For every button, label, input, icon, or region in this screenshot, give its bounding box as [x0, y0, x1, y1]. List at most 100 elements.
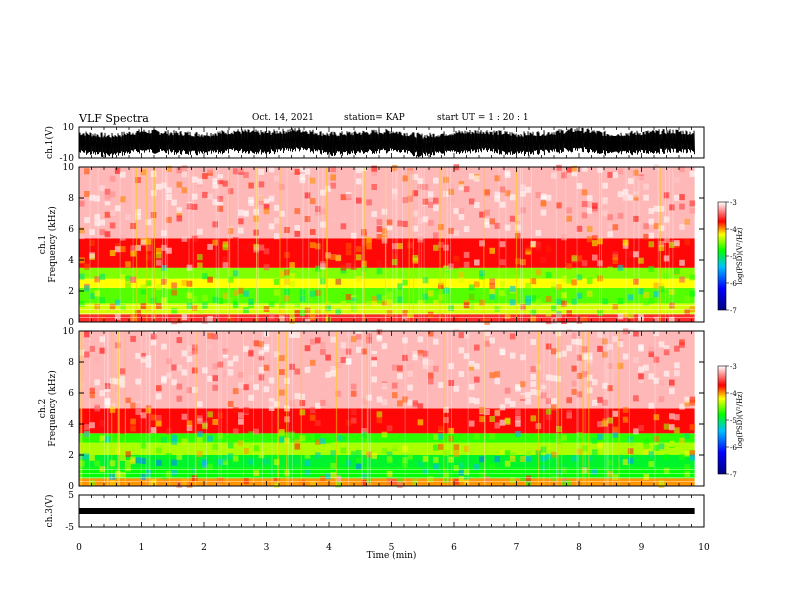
- ch1-spectrogram-speckle: [268, 195, 275, 202]
- ch2-spectrogram-speckle: [258, 366, 265, 373]
- ch2-spectrogram-speckle: [453, 465, 460, 472]
- ch1-spectrogram-speckle: [535, 230, 542, 237]
- ch2-spectrogram-speckle: [84, 431, 90, 438]
- ch2-spectrogram-speckle: [633, 428, 639, 435]
- ch1-spectrogram-speckle: [340, 264, 347, 271]
- ch1-spectrogram-speckle: [309, 229, 316, 235]
- ch2-spectrogram-speckle: [202, 461, 208, 468]
- ch2-spectrogram-speckle: [453, 444, 460, 451]
- ch2-spectrogram-speckle: [140, 356, 147, 363]
- ch1-spectrogram-speckle: [592, 211, 598, 217]
- ch2-spectrogram-speckle: [120, 471, 126, 478]
- ch2-spectrogram-speckle: [433, 433, 439, 440]
- ch1-spectrogram-speckle: [345, 242, 352, 249]
- ch2-spectrogram-speckle: [304, 460, 311, 467]
- ch1-spectrogram-speckle: [340, 223, 347, 230]
- ch1-spectrogram-speckle: [535, 299, 542, 306]
- ch2-spectrogram-speckle: [571, 365, 578, 372]
- ch1-spectrogram-speckle: [561, 318, 567, 325]
- ch1-spectrogram-speckle: [161, 230, 167, 237]
- ch2-spectrogram-speckle: [376, 335, 383, 342]
- ch2-spectrogram-speckle: [171, 434, 177, 441]
- ch2-spectrogram-speckle: [232, 407, 239, 414]
- ch2-spectrogram-speckle: [509, 352, 516, 359]
- ch1-spectrogram-speckle: [191, 193, 198, 200]
- ch1-spectrogram-speckle: [125, 214, 131, 221]
- ch1-spectrogram-speckle: [663, 297, 670, 304]
- ch1-spectrogram-speckle: [581, 316, 588, 323]
- ch1-spectrogram-speckle: [299, 295, 306, 302]
- ch2-spectrogram-speckle: [540, 455, 547, 462]
- ch2-spectrogram-speckle: [663, 345, 670, 352]
- ch1-spectrogram-speckle: [381, 228, 388, 235]
- ch2-spectrogram-speckle: [186, 425, 193, 431]
- ch1-spectrogram-speckle: [79, 200, 85, 207]
- ch2-spectrogram-speckle: [653, 435, 660, 442]
- ch2-spectrogram-speckle: [371, 452, 377, 459]
- ch2-spectrogram-speckle: [530, 366, 537, 372]
- ch2-spectrogram-speckle: [484, 460, 490, 466]
- ch1-spectrogram-speckle: [545, 318, 552, 325]
- ch1-spectrogram-speckle: [427, 201, 434, 208]
- ch1-spectrogram-speckle: [689, 306, 696, 313]
- ch1-spectrogram-speckle: [381, 237, 388, 244]
- ch2-spectrogram-speckle: [540, 465, 547, 472]
- ch1-spectrogram-speckle: [356, 197, 362, 204]
- ch1-spectrogram-speckle: [607, 171, 613, 178]
- ch1-spectrogram-speckle: [79, 300, 85, 307]
- ch1-spectrogram-speckle: [156, 183, 162, 190]
- ch1-spectrogram-speckle: [217, 199, 224, 206]
- ch2-spectrogram-speckle: [258, 452, 265, 459]
- ch2-spectrogram-speckle: [602, 351, 608, 358]
- ch1-spectrogram-speckle: [412, 210, 419, 217]
- ch1-spectrogram-speckle: [458, 271, 465, 278]
- ch1-spectrogram-speckle: [135, 177, 141, 183]
- ch1-spectrogram-speckle: [243, 172, 249, 178]
- ch2-spectrogram-speckle: [120, 376, 126, 383]
- ch1-spectrogram-colorbar-tick-label: -3: [730, 199, 737, 207]
- ch1-spectrogram-speckle: [653, 223, 660, 230]
- ch2-spectrogram-speckle: [576, 354, 583, 361]
- ch2-spectrogram-speckle: [273, 459, 280, 466]
- ch2-spectrogram-speckle: [99, 420, 106, 427]
- ch2-spectrogram-speckle: [109, 402, 116, 409]
- ch2-spectrogram-speckle: [458, 462, 465, 469]
- ch2-spectrogram-speckle: [335, 390, 342, 397]
- ch1-spectrogram-speckle: [325, 305, 331, 312]
- ch2-spectrogram-speckle: [320, 385, 326, 392]
- ch2-spectrogram-speckle: [381, 382, 388, 389]
- ch2-spectrogram-speckle: [84, 424, 90, 431]
- ch1-spectrogram-speckle: [315, 206, 321, 212]
- ch2-spectrogram-speckle: [176, 337, 183, 344]
- ch2-spectrogram-speckle: [422, 455, 429, 462]
- ch1-spectrogram-speckle: [222, 292, 229, 299]
- ch1-spectrogram-speckle: [576, 274, 583, 281]
- ch1-spectrogram-speckle: [674, 176, 680, 183]
- ch1-spectrogram-speckle: [99, 315, 106, 322]
- ch2-spectrogram-speckle: [468, 397, 475, 404]
- ch2-spectrogram-speckle: [84, 453, 90, 460]
- ch1-spectrogram-speckle: [499, 241, 506, 248]
- ch2-spectrogram-speckle: [212, 363, 218, 370]
- ch2-spectrogram-speckle: [643, 433, 649, 440]
- ch2-spectrogram-speckle: [499, 449, 506, 455]
- ch2-spectrogram-speckle: [643, 473, 649, 480]
- ch1-spectrogram-band: [79, 278, 695, 288]
- ch1-spectrogram-speckle: [325, 301, 331, 308]
- ch1-spectrogram-speckle: [145, 305, 152, 312]
- ch2-spectrogram-speckle: [597, 331, 603, 338]
- ch1-spectrogram-speckle: [161, 278, 167, 285]
- ch2-spectrogram-speckle: [474, 464, 480, 470]
- ch2-spectrogram-speckle: [238, 372, 244, 378]
- ch2-spectrogram-speckle: [474, 398, 480, 405]
- ch2-spectrogram-speckle: [463, 332, 470, 339]
- ch2-spectrogram-speckle: [643, 443, 649, 450]
- ch2-spectrogram-speckle: [474, 363, 480, 370]
- ch2-spectrogram-speckle: [576, 339, 583, 346]
- ch2-spectrogram-speckle: [433, 338, 439, 345]
- ch1-spectrogram-speckle: [674, 240, 680, 247]
- ch2-spectrogram-speckle: [309, 458, 316, 465]
- ch1-spectrogram-speckle: [94, 276, 100, 283]
- ch2-spectrogram-speckle: [227, 442, 234, 449]
- ch2-spectrogram-speckle: [243, 345, 249, 352]
